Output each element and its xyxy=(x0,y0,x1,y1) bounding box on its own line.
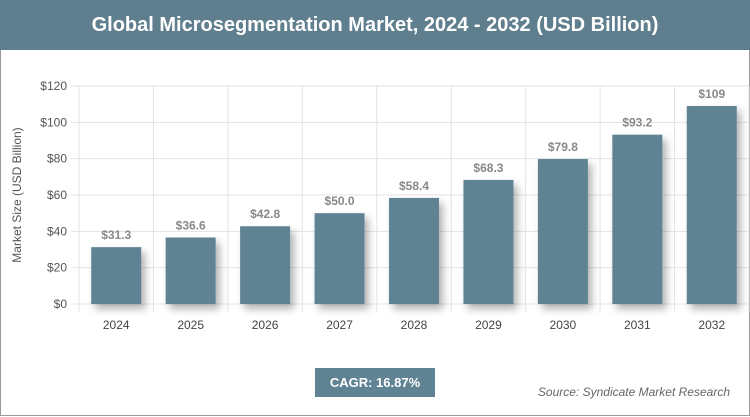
bar-2028 xyxy=(389,197,439,304)
y-tick-label: $80 xyxy=(47,152,67,166)
x-tick-label: 2027 xyxy=(326,318,353,332)
x-tick-label: 2031 xyxy=(624,318,651,332)
x-tick-label: 2025 xyxy=(177,318,204,332)
y-tick-label: $0 xyxy=(54,297,68,311)
bar-2027 xyxy=(314,213,365,304)
bar-2030 xyxy=(537,159,588,304)
data-label: $42.8 xyxy=(250,207,280,221)
x-tick-label: 2028 xyxy=(401,318,428,332)
data-label: $50.0 xyxy=(325,194,355,208)
data-label: $109 xyxy=(698,87,725,101)
data-label: $36.6 xyxy=(176,219,206,233)
data-label: $93.2 xyxy=(622,116,652,130)
y-tick-label: $40 xyxy=(47,224,67,238)
chart-title: Global Microsegmentation Market, 2024 - … xyxy=(0,0,750,50)
bar-2026 xyxy=(240,226,291,304)
bar-2031 xyxy=(612,134,663,304)
data-label: $31.3 xyxy=(101,228,131,242)
data-label: $79.8 xyxy=(548,140,578,154)
bar-2029 xyxy=(463,179,514,304)
bar-2032 xyxy=(686,105,737,304)
x-tick-label: 2026 xyxy=(252,318,279,332)
x-tick-label: 2029 xyxy=(475,318,502,332)
source-note: Source: Syndicate Market Research xyxy=(537,385,730,399)
cagr-badge: CAGR: 16.87% xyxy=(315,368,435,397)
data-label: $58.4 xyxy=(399,179,429,193)
bar-2024 xyxy=(91,247,142,304)
y-tick-label: $120 xyxy=(40,79,67,93)
bar-2025 xyxy=(165,237,216,304)
y-tick-label: $100 xyxy=(40,115,67,129)
y-tick-label: $20 xyxy=(47,261,67,275)
y-axis-title: Market Size (USD Billion) xyxy=(10,127,24,262)
x-tick-label: 2024 xyxy=(103,318,130,332)
data-label: $68.3 xyxy=(473,161,503,175)
x-tick-label: 2030 xyxy=(550,318,577,332)
y-tick-label: $60 xyxy=(47,188,67,202)
x-tick-label: 2032 xyxy=(698,318,725,332)
